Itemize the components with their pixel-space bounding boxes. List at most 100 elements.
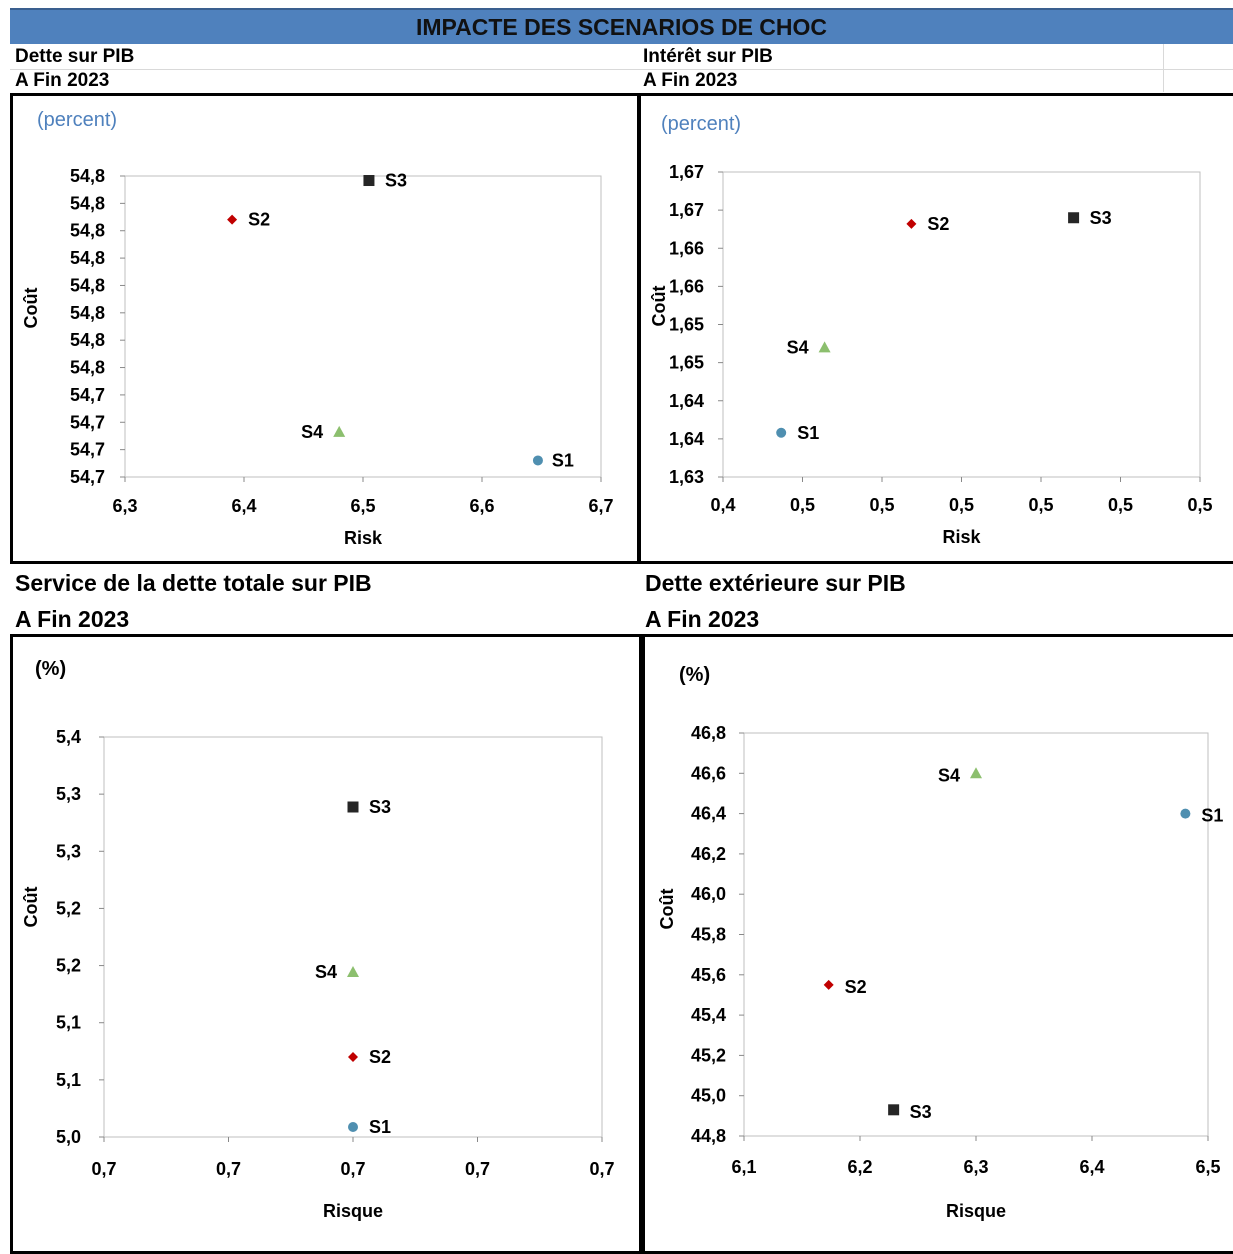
heading-dette-exterieure: Dette extérieure sur PIB [645, 570, 906, 596]
x-tick-label: 6,7 [588, 496, 613, 516]
x-axis-label: Risque [323, 1201, 383, 1221]
x-tick-label: 0,7 [465, 1159, 490, 1179]
y-tick-label: 1,67 [669, 200, 704, 220]
chart-dette-pib: (percent) 54,8 54,8 54,8 54,8 54,8 54,8 54,8 54,… [21, 109, 614, 548]
y-tick-label: 54,8 [70, 193, 105, 213]
x-tick-label: 0,5 [1187, 495, 1212, 515]
x-tick-label: 0,7 [216, 1159, 241, 1179]
x-tick-label: 0,5 [869, 495, 894, 515]
y-tick-label: 1,63 [669, 467, 704, 487]
chart-dette-exterieure: (%) 46,8 46,6 46,4 46,2 46,0 45,8 45,6 45,4 45,2 4… [657, 664, 1223, 1221]
y-tick-label: 54,8 [70, 275, 105, 295]
point-s1-label: S1 [1201, 806, 1223, 826]
y-tick-label: 1,66 [669, 238, 704, 258]
plot-area [103, 736, 603, 1138]
point-s1-circle [532, 455, 543, 466]
y-tick-label: 54,8 [70, 303, 105, 323]
point-s4-triangle [818, 341, 831, 353]
y-tick-label: 54,8 [70, 221, 105, 241]
y-tick-label: 5,4 [56, 727, 81, 747]
y-tick-label: 1,65 [669, 353, 704, 373]
y-axis-label: Coût [649, 286, 669, 327]
unit-label: (%) [679, 664, 710, 686]
x-tick-label: 6,1 [731, 1157, 756, 1177]
y-tick-label: 54,7 [70, 467, 105, 487]
y-tick-label: 5,0 [56, 1127, 81, 1147]
y-tick-label: 1,66 [669, 276, 704, 296]
x-tick-label: 6,3 [112, 496, 137, 516]
y-tick-label: 5,3 [56, 841, 81, 861]
point-s3-label: S3 [369, 797, 391, 817]
point-s4-label: S4 [315, 962, 337, 982]
subheading-dette-pib: A Fin 2023 [15, 70, 110, 91]
y-axis-label: Coût [657, 889, 677, 930]
x-axis-label: Risk [942, 527, 981, 547]
point-s3-square [888, 1104, 900, 1116]
y-tick-label: 46,8 [691, 723, 726, 743]
point-s3-square [1068, 212, 1080, 224]
x-tick-label: 6,3 [963, 1157, 988, 1177]
x-axis-label: Risque [946, 1201, 1006, 1221]
y-tick-label: 54,8 [70, 358, 105, 378]
point-s2-diamond [823, 979, 834, 990]
x-tick-label: 0,5 [1108, 495, 1133, 515]
subheading-dette-exterieure: A Fin 2023 [645, 606, 760, 632]
y-tick-label: 44,8 [691, 1126, 726, 1146]
y-tick-label: 5,1 [56, 1070, 81, 1090]
y-tick-label: 54,7 [70, 385, 105, 405]
point-s4-label: S4 [938, 765, 960, 785]
point-s3-label: S3 [385, 171, 407, 191]
point-s4-label: S4 [787, 337, 809, 357]
heading-interet-pib: Intérêt sur PIB [643, 46, 773, 67]
point-s2-diamond [906, 218, 917, 229]
y-tick-label: 45,0 [691, 1086, 726, 1106]
y-tick-label: 1,65 [669, 315, 704, 335]
point-s1-label: S1 [369, 1117, 391, 1137]
subheading-interet-pib: A Fin 2023 [643, 70, 738, 91]
point-s3-label: S3 [910, 1102, 932, 1122]
point-s4-triangle [970, 767, 982, 779]
point-s1-label: S1 [797, 423, 819, 443]
y-axis-label: Coût [21, 288, 41, 329]
chart-interet-pib: (percent) 1,67 1,67 1,66 1,66 1,65 1,65 1,64 1,6… [649, 113, 1213, 547]
subheading-service-dette: A Fin 2023 [15, 606, 130, 632]
y-tick-label: 46,2 [691, 844, 726, 864]
y-axis-label: Coût [21, 887, 41, 928]
plot-area [743, 732, 1209, 1137]
point-s1-label: S1 [552, 450, 574, 470]
point-s1-circle [776, 427, 787, 438]
x-tick-label: 6,4 [231, 496, 256, 516]
chart-panel-service-dette: (%) 5,4 5,3 5,3 5,2 5,2 5,1 5,1 5,0 0,7 0,7 0,7 0,7 0… [10, 634, 642, 1254]
y-tick-label: 5,2 [56, 956, 81, 976]
unit-label: (%) [35, 658, 66, 680]
unit-label: (percent) [661, 113, 741, 135]
chart-panel-dette-pib: (percent) 54,8 54,8 54,8 54,8 54,8 54,8 54,8 54,… [10, 93, 640, 564]
y-tick-label: 5,3 [56, 784, 81, 804]
point-s2-label: S2 [845, 977, 867, 997]
point-s1-circle [1180, 808, 1191, 819]
x-tick-label: 0,5 [790, 495, 815, 515]
point-s2-label: S2 [927, 214, 949, 234]
point-s2-diamond [227, 214, 238, 225]
x-tick-label: 0,5 [949, 495, 974, 515]
x-tick-label: 6,6 [469, 496, 494, 516]
x-tick-label: 0,7 [340, 1159, 365, 1179]
y-tick-label: 54,8 [70, 166, 105, 186]
y-tick-label: 45,2 [691, 1045, 726, 1065]
heading-service-dette: Service de la dette totale sur PIB [15, 570, 372, 596]
x-tick-label: 0,7 [589, 1159, 614, 1179]
x-tick-label: 6,5 [1195, 1157, 1220, 1177]
plot-area [124, 175, 602, 478]
y-tick-label: 46,0 [691, 884, 726, 904]
page-title: IMPACTE DES SCENARIOS DE CHOC [415, 13, 828, 40]
y-tick-label: 45,8 [691, 925, 726, 945]
x-axis-label: Risk [344, 528, 383, 548]
y-tick-label: 45,4 [691, 1005, 726, 1025]
x-tick-label: 0,5 [1028, 495, 1053, 515]
y-tick-label: 45,6 [691, 965, 726, 985]
point-s3-square [347, 801, 359, 813]
point-s2-label: S2 [369, 1047, 391, 1067]
chart-panel-interet-pib: (percent) 1,67 1,67 1,66 1,66 1,65 1,65 1,64 1,6… [638, 93, 1233, 564]
point-s4-triangle [333, 425, 346, 437]
point-s3-label: S3 [1090, 208, 1112, 228]
